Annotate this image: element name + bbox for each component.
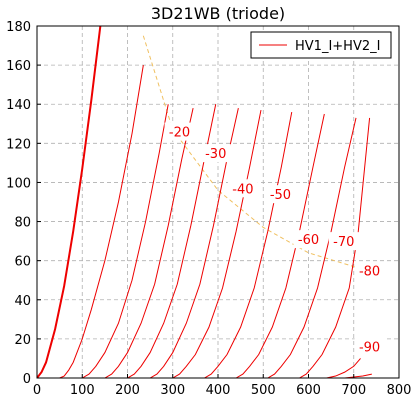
curve-label: -20 <box>169 126 190 141</box>
curve-label-bg <box>200 144 231 163</box>
curve-label: -90 <box>359 341 380 356</box>
y-tick-label: 80 <box>14 216 31 231</box>
curve-label-bg <box>354 261 385 280</box>
y-tick-label: 40 <box>14 294 31 309</box>
y-tick-label: 60 <box>14 255 31 270</box>
x-tick-label: 500 <box>251 383 276 398</box>
series-layer <box>37 26 372 378</box>
x-tick-label: 600 <box>296 383 321 398</box>
grid-lines <box>37 26 399 378</box>
curve-label-bg <box>293 230 324 249</box>
x-tick-label: 0 <box>33 383 41 398</box>
curve-label: -80 <box>359 264 380 279</box>
series-line <box>127 104 217 378</box>
x-tick-label: 800 <box>387 383 412 398</box>
series-line <box>326 358 361 378</box>
y-tick-label: 100 <box>6 176 31 191</box>
y-axis-ticks: 0 20 40 60 80 100 120 140 160 180 <box>6 20 41 387</box>
series-line <box>235 113 325 378</box>
series-line <box>59 65 144 378</box>
x-tick-label: 400 <box>206 383 231 398</box>
x-tick-label: 300 <box>160 383 185 398</box>
chart-title: 3D21WB (triode) <box>151 4 285 23</box>
curve-label-bg <box>164 122 195 141</box>
curve-label-bg <box>227 179 258 198</box>
curve-label-bg <box>328 232 359 251</box>
curve-label-bg <box>354 337 385 356</box>
series-line <box>149 108 239 378</box>
x-tick-label: 700 <box>341 383 366 398</box>
series-line <box>82 104 169 378</box>
curve-label: -70 <box>333 235 354 250</box>
y-tick-label: 160 <box>6 59 31 74</box>
series-line <box>344 373 372 378</box>
y-tick-label: 180 <box>6 20 31 35</box>
series-line <box>104 108 194 378</box>
series-line <box>37 26 102 378</box>
legend: HV1_I+HV2_I <box>250 31 392 59</box>
curve-label: -50 <box>270 188 291 203</box>
curve-label: -30 <box>205 147 226 162</box>
y-tick-label: 20 <box>14 333 31 348</box>
series-line <box>267 117 357 378</box>
legend-entry: HV1_I+HV2_I <box>295 39 380 54</box>
y-tick-label: 120 <box>6 137 31 152</box>
curve-label: -40 <box>232 182 253 197</box>
x-axis-ticks: 0 100 200 300 400 500 600 700 800 <box>33 374 412 398</box>
curve-label: -60 <box>298 233 319 248</box>
x-tick-label: 200 <box>115 383 140 398</box>
y-tick-label: 0 <box>23 372 31 387</box>
y-tick-label: 140 <box>6 98 31 113</box>
curve-labels: -20 -30 -40 -50 -60 -70 -80 -90 <box>164 122 385 356</box>
curve-label-bg <box>265 185 296 204</box>
x-tick-label: 100 <box>70 383 95 398</box>
